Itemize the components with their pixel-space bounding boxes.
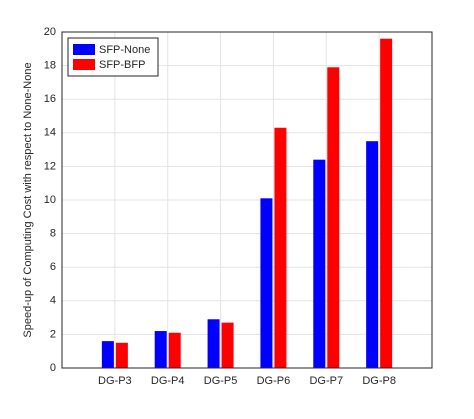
legend-label: SFP-BFP xyxy=(99,59,145,71)
y-tick-label: 16 xyxy=(44,93,56,105)
bar xyxy=(260,198,273,368)
y-axis-label: Speed-up of Computing Cost with respect … xyxy=(22,62,34,337)
bar xyxy=(115,342,128,368)
y-tick-label: 12 xyxy=(44,160,56,172)
y-tick-label: 2 xyxy=(50,328,56,340)
y-tick-label: 10 xyxy=(44,194,56,206)
x-tick-label: DG-P6 xyxy=(257,375,291,387)
legend-swatch xyxy=(73,59,95,70)
y-tick-label: 6 xyxy=(50,261,56,273)
y-tick-label: 4 xyxy=(50,295,56,307)
axes-box xyxy=(61,31,433,369)
bar xyxy=(313,159,326,368)
y-tick-label: 18 xyxy=(44,60,56,72)
y-tick-label: 8 xyxy=(50,228,56,240)
x-tick-label: DG-P4 xyxy=(151,375,185,387)
x-tick-label: DG-P8 xyxy=(362,375,396,387)
y-tick-label: 20 xyxy=(44,26,56,38)
x-tick-label: DG-P5 xyxy=(204,375,238,387)
y-tick-label: 14 xyxy=(44,127,56,139)
bar xyxy=(274,127,287,368)
x-tick-label: DG-P3 xyxy=(98,375,132,387)
bar xyxy=(101,341,114,368)
bar xyxy=(207,319,220,368)
bar xyxy=(380,38,393,368)
bar xyxy=(168,332,181,368)
y-tick-label: 0 xyxy=(50,362,56,374)
bar xyxy=(327,67,340,368)
legend-swatch xyxy=(73,44,95,55)
x-tick-label: DG-P7 xyxy=(309,375,343,387)
bar xyxy=(366,141,379,368)
bar xyxy=(154,331,167,368)
bar xyxy=(221,322,234,368)
legend-label: SFP-None xyxy=(99,44,150,56)
